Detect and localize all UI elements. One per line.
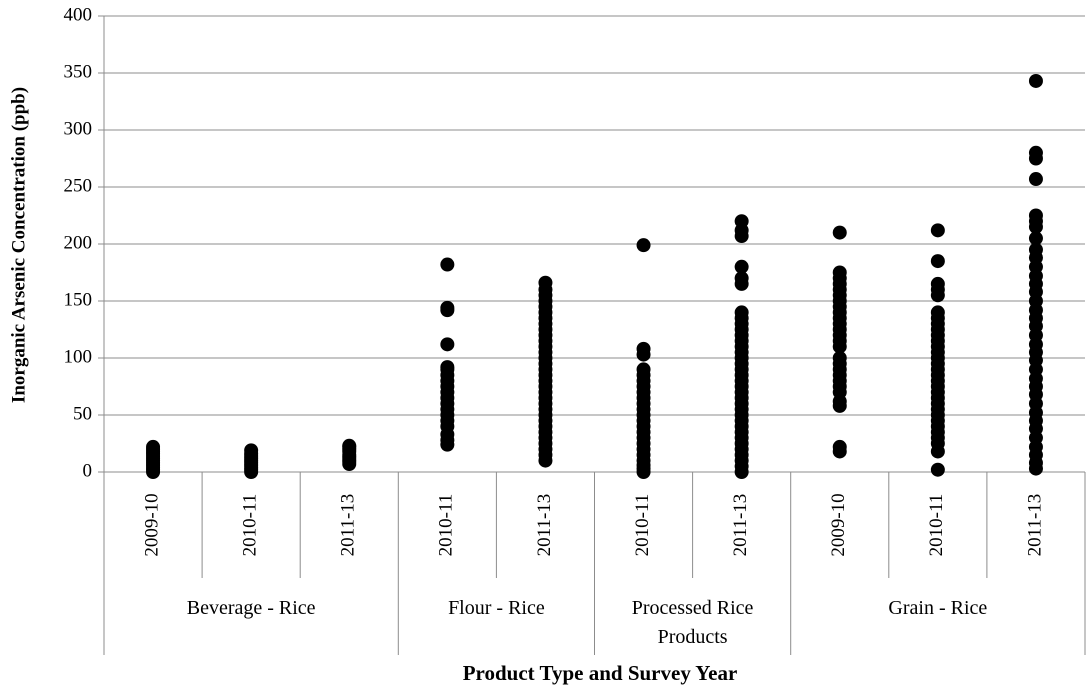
x-tick-label: 2011-13: [730, 494, 751, 557]
y-axis-title: Inorganic Arsenic Concentration (ppb): [8, 87, 29, 403]
point: [440, 360, 455, 375]
y-tick-label: 0: [83, 460, 93, 481]
y-tick-label: 50: [73, 403, 92, 424]
point: [244, 443, 259, 458]
point: [1028, 242, 1043, 257]
y-tick-label: 250: [64, 175, 93, 196]
point: [146, 439, 161, 454]
x-tick-label: 2010-11: [436, 494, 457, 557]
point: [342, 438, 357, 453]
point: [930, 276, 945, 291]
y-tick-label: 200: [64, 232, 93, 253]
point: [636, 238, 651, 253]
y-tick-label: 350: [64, 61, 93, 82]
point: [930, 305, 945, 320]
point: [1028, 231, 1043, 246]
point: [1028, 208, 1043, 223]
x-tick-label: 2009-10: [828, 493, 849, 556]
x-tick-label: 2010-11: [926, 494, 947, 557]
point: [734, 259, 749, 274]
point: [734, 214, 749, 229]
point: [1028, 172, 1043, 187]
group-label: Flour - Rice: [448, 597, 545, 619]
point: [1028, 73, 1043, 88]
group-label: Grain - Rice: [888, 597, 988, 619]
point: [832, 439, 847, 454]
point: [832, 351, 847, 365]
x-tick-label: 2011-13: [534, 494, 555, 557]
point: [440, 257, 455, 272]
y-tick-label: 100: [64, 346, 93, 367]
point: [734, 271, 749, 286]
point: [832, 265, 847, 280]
group-label: Processed Rice Products: [631, 597, 754, 648]
x-axis-title: Product Type and Survey Year: [463, 661, 738, 685]
point: [636, 341, 651, 356]
y-tick-label: 150: [64, 289, 93, 310]
point: [1028, 145, 1043, 160]
x-tick-label: 2010-11: [632, 494, 653, 557]
point: [930, 254, 945, 269]
y-tick-label: 400: [64, 4, 93, 25]
point: [930, 462, 945, 477]
x-tick-label: 2009-10: [141, 493, 162, 556]
point: [832, 225, 847, 240]
point: [538, 275, 553, 290]
x-tick-label: 2011-13: [338, 494, 359, 557]
x-tick-label: 2010-11: [240, 494, 261, 557]
y-tick-label: 300: [64, 118, 93, 139]
point: [440, 337, 455, 352]
point: [440, 300, 455, 315]
x-tick-label: 2011-13: [1024, 494, 1045, 557]
point: [734, 305, 749, 320]
point: [636, 362, 651, 377]
point: [930, 223, 945, 238]
group-label: Beverage - Rice: [186, 597, 316, 619]
